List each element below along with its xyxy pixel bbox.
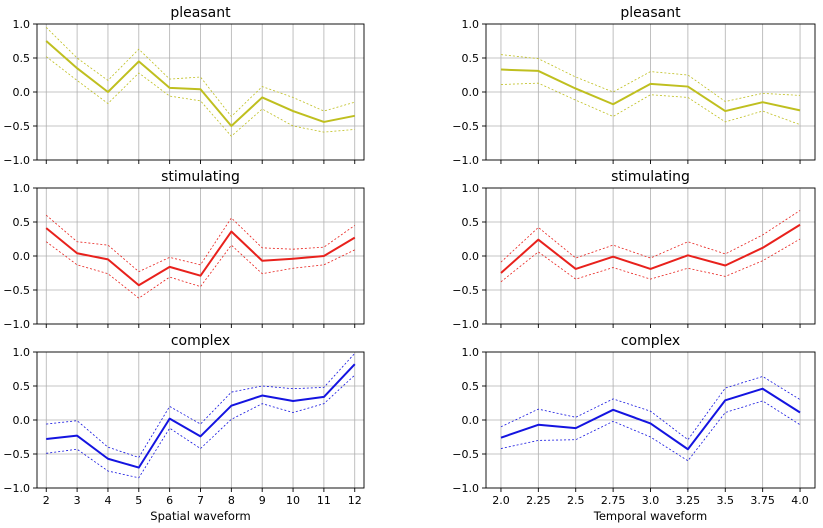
y-tick-label: −1.0: [3, 154, 30, 167]
series-line-mean: [500, 387, 801, 451]
grid: [486, 23, 815, 161]
y-tick-label: 0.5: [13, 52, 31, 65]
grid: [486, 187, 815, 325]
y-tick-label: 1.0: [13, 346, 31, 359]
x-axis-label: Temporal waveform: [593, 509, 707, 523]
y-tick-label: 1.0: [462, 346, 480, 359]
series-line-lower: [500, 238, 801, 283]
panel-5: 1.0 0.5 0.0 −0.5 −1.0 2 3 4 5 6 7 8 9 10 11 12 complex Sp…: [3, 333, 365, 523]
y-tick-label: −0.5: [3, 284, 30, 297]
panel-2: 1.0 0.5 0.0 −0.5 −1.0 pleasant: [452, 5, 816, 167]
panel-title: complex: [621, 333, 680, 349]
series-line-upper: [500, 376, 801, 441]
series-line-mean: [45, 40, 355, 127]
grid: [486, 351, 815, 489]
y-tick-label: 0.0: [13, 414, 31, 427]
y-tick-label: −1.0: [452, 154, 479, 167]
x-tick-label: 3.0: [642, 494, 660, 507]
y-tick-label: 1.0: [462, 182, 480, 195]
x-tick-label: 12: [348, 494, 362, 507]
panel-4: 1.0 0.5 0.0 −0.5 −1.0 stimulating: [452, 169, 816, 331]
x-tick-label: 4: [104, 494, 111, 507]
y-tick-label: 0.0: [13, 86, 31, 99]
y-tick-label: −1.0: [3, 482, 30, 495]
y-tick-label: −0.5: [3, 448, 30, 461]
grid: [37, 23, 364, 161]
x-tick-label: 6: [166, 494, 173, 507]
x-tick-label: 3.5: [717, 494, 735, 507]
panel-title: complex: [171, 333, 230, 349]
x-tick-label: 2.75: [601, 494, 626, 507]
x-tick-label: 10: [286, 494, 300, 507]
series-line-upper: [45, 27, 355, 117]
grid: [37, 351, 364, 489]
series-line-upper: [46, 353, 356, 458]
y-tick-label: −1.0: [3, 318, 30, 331]
y-tick-label: −0.5: [452, 284, 479, 297]
x-axis-label: Spatial waveform: [150, 509, 250, 523]
series-line-upper: [45, 214, 355, 273]
series-line-lower: [500, 400, 801, 462]
x-tick-label: 5: [135, 494, 142, 507]
y-tick-label: −1.0: [452, 318, 479, 331]
x-tick-label: 2.25: [526, 494, 551, 507]
panel-title: stimulating: [161, 169, 240, 185]
y-tick-label: 0.0: [13, 250, 31, 263]
y-tick-label: 0.5: [462, 216, 480, 229]
y-tick-label: 0.0: [462, 250, 480, 263]
series-line-lower: [46, 56, 355, 137]
x-tick-label: 11: [317, 494, 331, 507]
panel-3: 1.0 0.5 0.0 −0.5 −1.0 stimulating: [3, 169, 365, 331]
x-tick-label: 3.25: [676, 494, 701, 507]
y-tick-label: 0.5: [462, 380, 480, 393]
x-tick-label: 4.0: [791, 494, 809, 507]
y-tick-label: −1.0: [452, 482, 479, 495]
y-tick-label: 0.0: [462, 86, 480, 99]
series-line-mean: [500, 223, 801, 274]
y-tick-label: 0.5: [13, 216, 31, 229]
series-line-mean: [46, 363, 356, 469]
x-tick-label: 2: [43, 494, 50, 507]
y-tick-label: −0.5: [3, 120, 30, 133]
series-line-mean: [45, 227, 356, 287]
panel-title: pleasant: [620, 5, 681, 21]
y-tick-label: −0.5: [452, 448, 479, 461]
panel-title: pleasant: [170, 5, 231, 21]
series-line-mean: [500, 68, 801, 113]
x-tick-label: 2.5: [567, 494, 585, 507]
x-tick-label: 3.75: [750, 494, 775, 507]
x-tick-label: 9: [259, 494, 266, 507]
y-tick-label: −0.5: [452, 120, 479, 133]
x-tick-label: 2.0: [492, 494, 510, 507]
y-tick-label: 1.0: [462, 18, 480, 31]
x-tick-label: 3: [74, 494, 81, 507]
y-tick-label: 0.5: [13, 380, 31, 393]
x-tick-label: 8: [228, 494, 235, 507]
y-tick-label: 1.0: [13, 182, 31, 195]
panel-title: stimulating: [611, 169, 690, 185]
panel-1: 1.0 0.5 0.0 −0.5 −1.0 pleasant: [3, 5, 365, 167]
y-tick-label: 1.0: [13, 18, 31, 31]
series-line-lower: [46, 374, 356, 479]
panel-6: 1.0 0.5 0.0 −0.5 −1.0 2.0 2.25 2.5 2.75 3.0 3.25 3.…: [452, 333, 816, 523]
x-tick-label: 7: [197, 494, 204, 507]
y-tick-label: 0.5: [462, 52, 480, 65]
y-tick-label: 0.0: [462, 414, 480, 427]
